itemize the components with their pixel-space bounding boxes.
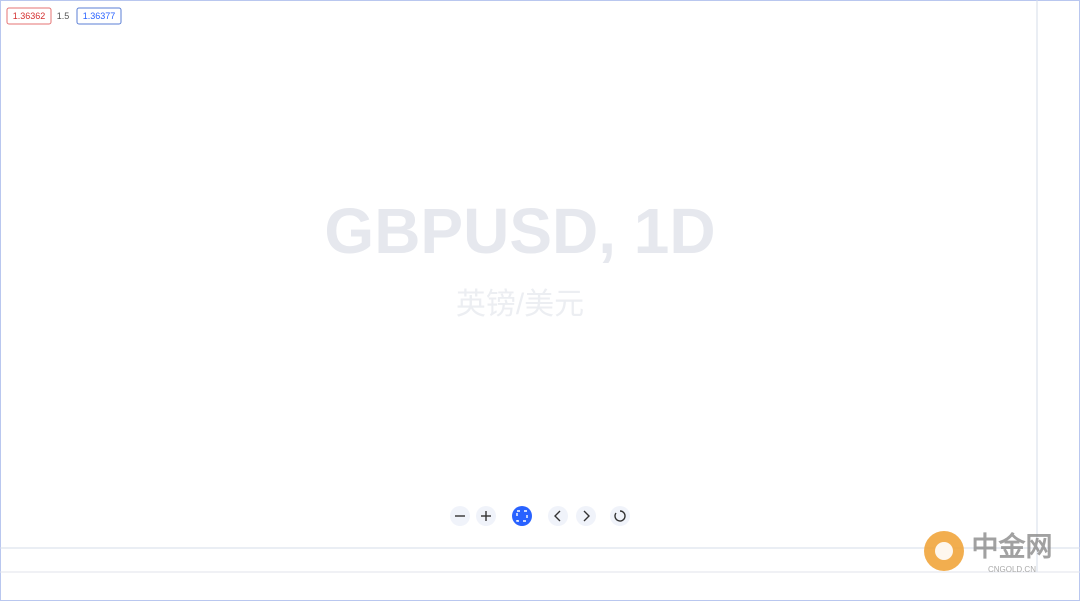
bid-box[interactable] (6, 7, 52, 25)
spread: 1.5 (57, 11, 70, 21)
watermark-sub: 英镑/美元 (456, 288, 584, 321)
nav-buttons (450, 506, 630, 526)
bid[interactable]: 1.36362 (13, 11, 46, 21)
refresh[interactable] (610, 506, 630, 526)
reset-zoom[interactable] (512, 506, 532, 526)
logo-icon-inner (935, 542, 953, 560)
ask-box[interactable] (76, 7, 122, 25)
ask[interactable]: 1.36377 (83, 11, 116, 21)
scroll-right[interactable] (576, 506, 596, 526)
scroll-left[interactable] (548, 506, 568, 526)
logo-name: 中金网 (972, 531, 1053, 562)
logo-site: CNGOLD.CN (988, 565, 1036, 574)
watermark: GBPUSD, 1D (324, 195, 715, 267)
